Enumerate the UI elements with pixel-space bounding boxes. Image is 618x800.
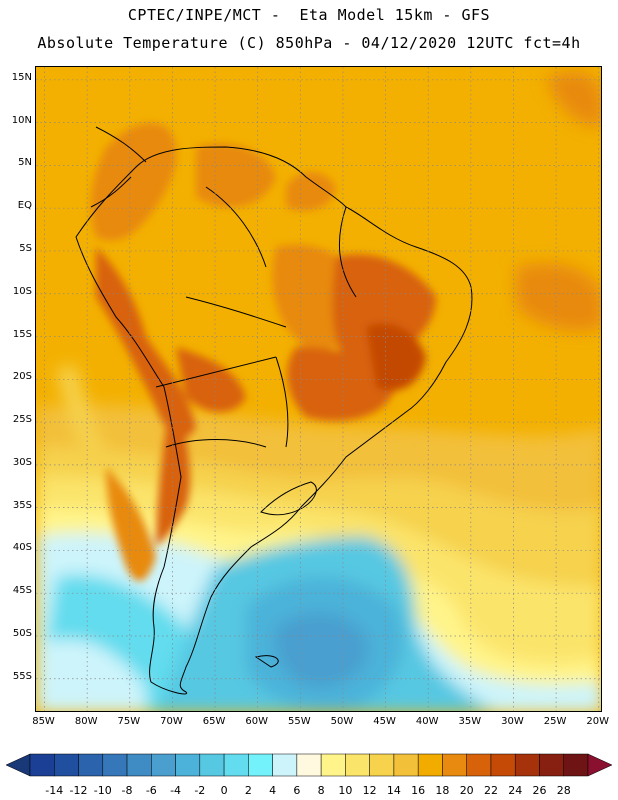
colorbar-segment — [320, 753, 346, 777]
colorbar-segment — [78, 753, 104, 777]
temperature-map — [35, 66, 602, 712]
colorbar-tick-label: 28 — [556, 784, 571, 797]
colorbar-tick-label: 0 — [220, 784, 228, 797]
colorbar-segment — [490, 753, 516, 777]
colorbar-segment — [466, 753, 492, 777]
colorbar-tick-label: -10 — [93, 784, 112, 797]
field-ocean-patches — [56, 71, 601, 462]
colorbar-tick-label: 4 — [269, 784, 277, 797]
colorbar-segment — [563, 753, 589, 777]
lon-tick-label: 30W — [501, 716, 524, 727]
title-line-1: CPTEC/INPE/MCT - Eta Model 15km - GFS — [127, 6, 491, 24]
lon-tick-label: 60W — [245, 716, 268, 727]
colorbar-tick-label: -8 — [121, 784, 133, 797]
lon-tick-label: 75W — [117, 716, 141, 727]
lat-tick-label: 5N — [18, 157, 32, 169]
colorbar-segment — [54, 753, 79, 777]
colorbar-segment — [175, 753, 201, 777]
coastlines — [75, 126, 473, 695]
lon-tick-label: 20W — [586, 716, 610, 727]
title-line-2: Absolute Temperature (C) 850hPa - 04/12/… — [37, 34, 581, 52]
colorbar-segment — [442, 753, 467, 777]
lat-tick-label: 20S — [12, 371, 32, 383]
lon-tick-label: 85W — [32, 716, 55, 727]
colorbar-tick-label: 24 — [508, 784, 523, 797]
graticule — [36, 67, 601, 711]
lat-tick-label: 35S — [12, 499, 32, 511]
colorbar-segment — [199, 753, 225, 777]
colorbar-segment — [29, 753, 55, 777]
lat-tick-label: 55S — [12, 670, 32, 682]
colorbar-tick-label: 16 — [411, 784, 426, 797]
colorbar-segment — [223, 753, 249, 777]
colorbar-tick-label: 10 — [338, 784, 353, 797]
colorbar-segment — [417, 753, 443, 777]
lat-tick-label: 40S — [12, 542, 32, 554]
colorbar-tick-label: 14 — [386, 784, 401, 797]
map-canvas — [36, 67, 601, 711]
field-land-warm — [90, 123, 436, 581]
lat-tick-label: 15S — [12, 328, 32, 340]
colorbar-tick-label: -4 — [170, 784, 182, 797]
colorbar-segment — [126, 753, 152, 777]
lat-tick-label: 5S — [19, 242, 32, 254]
lat-tick-label: 50S — [12, 627, 32, 639]
colorbar-segment — [296, 753, 322, 777]
colorbar-segment — [369, 753, 395, 777]
lon-tick-label: 55W — [288, 716, 311, 727]
colorbar-tick-label: 18 — [435, 784, 450, 797]
lon-tick-label: 40W — [415, 716, 439, 727]
colorbar-segment — [248, 753, 273, 777]
colorbar-tick-label: 20 — [459, 784, 474, 797]
colorbar-tick-label: -14 — [45, 784, 64, 797]
colorbar-tick-label: 2 — [244, 784, 252, 797]
lat-tick-label: 10N — [11, 114, 32, 126]
colorbar-segment — [393, 753, 419, 777]
colorbar-tick-label: 26 — [532, 784, 547, 797]
colorbar-tick-label: -12 — [69, 784, 88, 797]
colorbar-tick-label: 6 — [293, 784, 301, 797]
field-southern-bands — [36, 404, 601, 711]
lat-tick-label: 10S — [12, 285, 32, 297]
colorbar-tick-label: 12 — [362, 784, 377, 797]
lat-tick-label: EQ — [17, 200, 32, 212]
lon-tick-label: 65W — [202, 716, 226, 727]
colorbar-tick-label: -2 — [194, 784, 206, 797]
lon-tick-label: 45W — [373, 716, 396, 727]
colorbar-over-arrow — [587, 753, 613, 777]
colorbar-segment — [102, 753, 128, 777]
colorbar-segment — [272, 753, 298, 777]
lon-tick-label: 80W — [74, 716, 98, 727]
colorbar-tick-label: -6 — [145, 784, 157, 797]
lat-tick-label: 45S — [12, 585, 32, 597]
colorbar-tick-label: 22 — [483, 784, 498, 797]
lon-tick-label: 70W — [160, 716, 183, 727]
colorbar-segment — [539, 753, 564, 777]
lat-tick-label: 15N — [11, 71, 32, 83]
lat-tick-label: 30S — [12, 456, 32, 468]
lon-tick-label: 50W — [330, 716, 354, 727]
lat-tick-label: 25S — [12, 414, 32, 426]
colorbar-segment — [514, 753, 540, 777]
colorbar-segment — [151, 753, 176, 777]
lon-tick-label: 35W — [458, 716, 482, 727]
colorbar-under-arrow — [5, 753, 31, 777]
colorbar-segment — [345, 753, 370, 777]
colorbar — [5, 753, 613, 777]
lon-tick-label: 25W — [543, 716, 567, 727]
colorbar-tick-label: 8 — [317, 784, 325, 797]
